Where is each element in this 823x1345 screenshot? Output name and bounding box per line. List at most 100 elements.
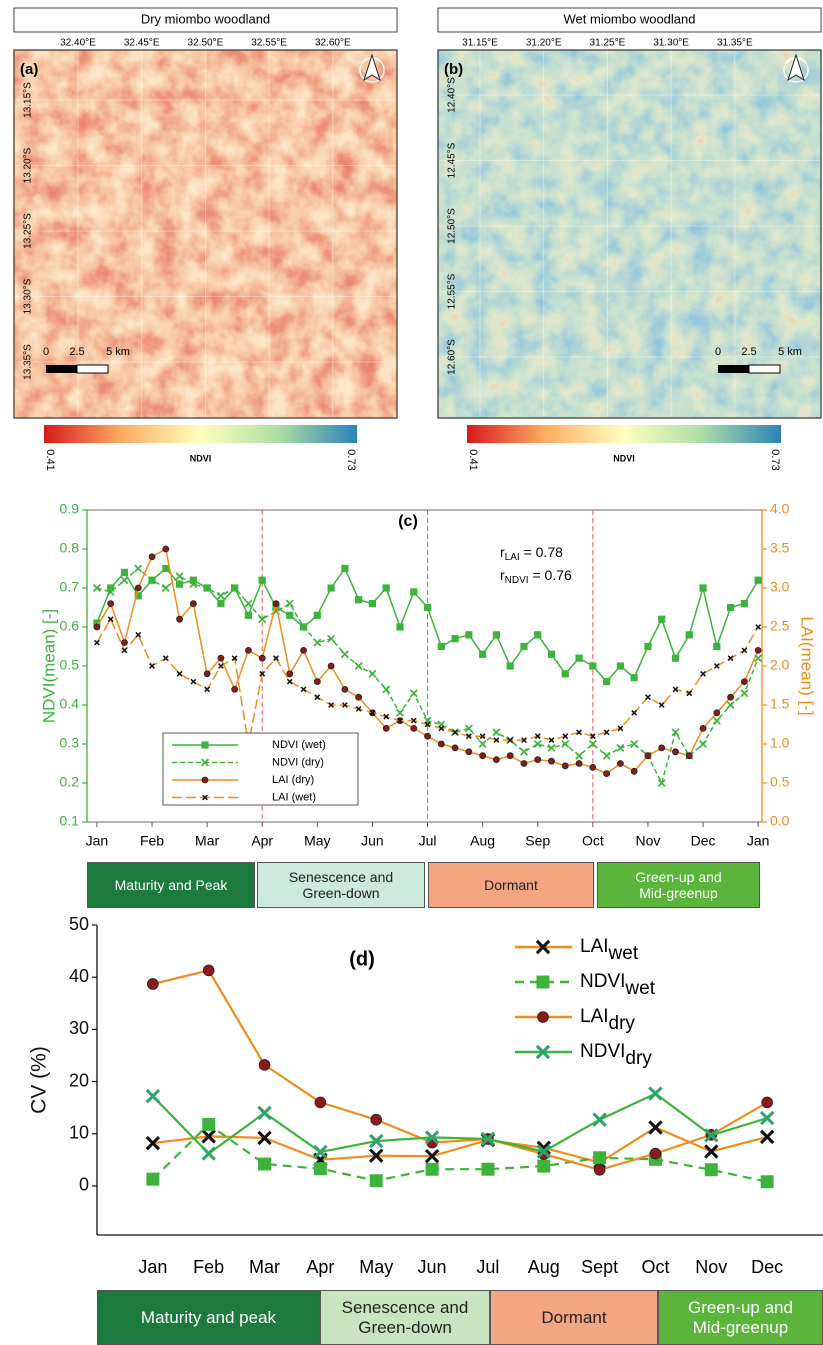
marker (536, 1144, 551, 1159)
marker (217, 654, 225, 662)
y-tick-label: 30 (69, 1018, 89, 1038)
marker (506, 662, 514, 670)
marker (314, 1096, 327, 1109)
phase-box: Dormant (428, 862, 594, 908)
lon-tick-label: 31.20°E (526, 38, 562, 49)
series-line (152, 969, 768, 1171)
marker (658, 744, 666, 752)
x-tick-label: Jan (747, 833, 770, 849)
panel-title: (d) (349, 948, 375, 970)
lat-tick-label: 12.60°S (447, 339, 458, 375)
y2-tick-label: 3.0 (770, 579, 790, 595)
map-image (438, 50, 821, 418)
marker (190, 678, 197, 685)
x-tick-label: Aug (528, 1257, 560, 1277)
marker (424, 1130, 440, 1145)
marker (534, 631, 542, 639)
map-frame (437, 49, 822, 419)
marker (712, 716, 721, 725)
marker (134, 592, 142, 600)
marker (204, 686, 211, 693)
marker (576, 729, 582, 736)
lon-tick-label: 31.25°E (590, 38, 626, 49)
marker (148, 576, 157, 585)
legend-label: LAI (dry) (272, 774, 314, 786)
marker (589, 662, 597, 670)
marker (534, 733, 541, 740)
marker (107, 584, 115, 592)
marker (575, 654, 583, 662)
map-title-box (13, 7, 398, 33)
lat-tick-label: 12.40°S (447, 77, 458, 113)
marker (313, 1162, 327, 1176)
marker (327, 584, 335, 592)
marker (148, 553, 156, 561)
marker (672, 748, 679, 756)
marker (300, 647, 307, 654)
marker (258, 615, 267, 624)
marker (537, 1011, 549, 1023)
map-title-box (437, 7, 822, 33)
marker (533, 739, 542, 749)
marker (382, 685, 391, 694)
legend-subscript: wet (608, 943, 639, 964)
x-tick-label: Jun (418, 1257, 447, 1277)
phase-box: Dormant (490, 1290, 658, 1345)
marker (121, 647, 128, 654)
marker (201, 1129, 216, 1144)
marker (258, 576, 266, 584)
marker (396, 623, 404, 631)
marker (409, 689, 418, 698)
colorbar-limit: 0.73 (769, 449, 781, 470)
x-tick-label: Dec (751, 1257, 783, 1277)
marker (686, 690, 693, 697)
marker (423, 603, 432, 612)
x-tick-label: Feb (193, 1257, 224, 1277)
marker (286, 670, 294, 678)
legend-subscript: dry (609, 1013, 636, 1034)
lon-tick-label: 31.30°E (653, 38, 689, 49)
marker (547, 650, 556, 658)
marker (658, 615, 666, 623)
legend-label: NDVI (dry) (272, 756, 324, 768)
marker (217, 600, 225, 608)
y2-tick-label: 4.0 (770, 501, 790, 517)
marker (759, 1110, 775, 1126)
lat-tick-label: 13.20°S (23, 147, 34, 183)
marker (561, 762, 569, 770)
marker (616, 760, 624, 767)
lat-tick-label: 13.35°S (23, 344, 34, 380)
marker (589, 764, 597, 771)
marker (231, 655, 238, 662)
marker (547, 743, 556, 752)
marker (272, 603, 280, 612)
scale-bar-dark (718, 365, 749, 373)
x-tick-label: Jul (419, 833, 437, 849)
marker (106, 587, 115, 596)
marker (369, 1148, 384, 1163)
marker (355, 693, 363, 701)
marker (534, 756, 542, 763)
colorbar-limit: 0.73 (345, 449, 357, 470)
y2-axis-title: LAI(mean) [-] (798, 616, 817, 715)
series-line (152, 1122, 768, 1183)
marker (685, 631, 693, 639)
marker (506, 752, 514, 760)
marker (561, 739, 570, 749)
marker (759, 1129, 775, 1145)
marker (727, 655, 734, 662)
marker (201, 1146, 216, 1161)
lon-tick-label: 32.50°E (188, 38, 224, 49)
series-line (152, 1092, 768, 1156)
marker (258, 654, 266, 662)
marker (341, 686, 349, 693)
marker (327, 634, 336, 643)
marker (603, 729, 610, 736)
marker (713, 663, 720, 669)
marker (704, 1163, 718, 1177)
marker (94, 639, 100, 646)
marker (507, 737, 514, 744)
marker (603, 678, 611, 686)
scale-bar-label: 5 km (106, 346, 130, 358)
